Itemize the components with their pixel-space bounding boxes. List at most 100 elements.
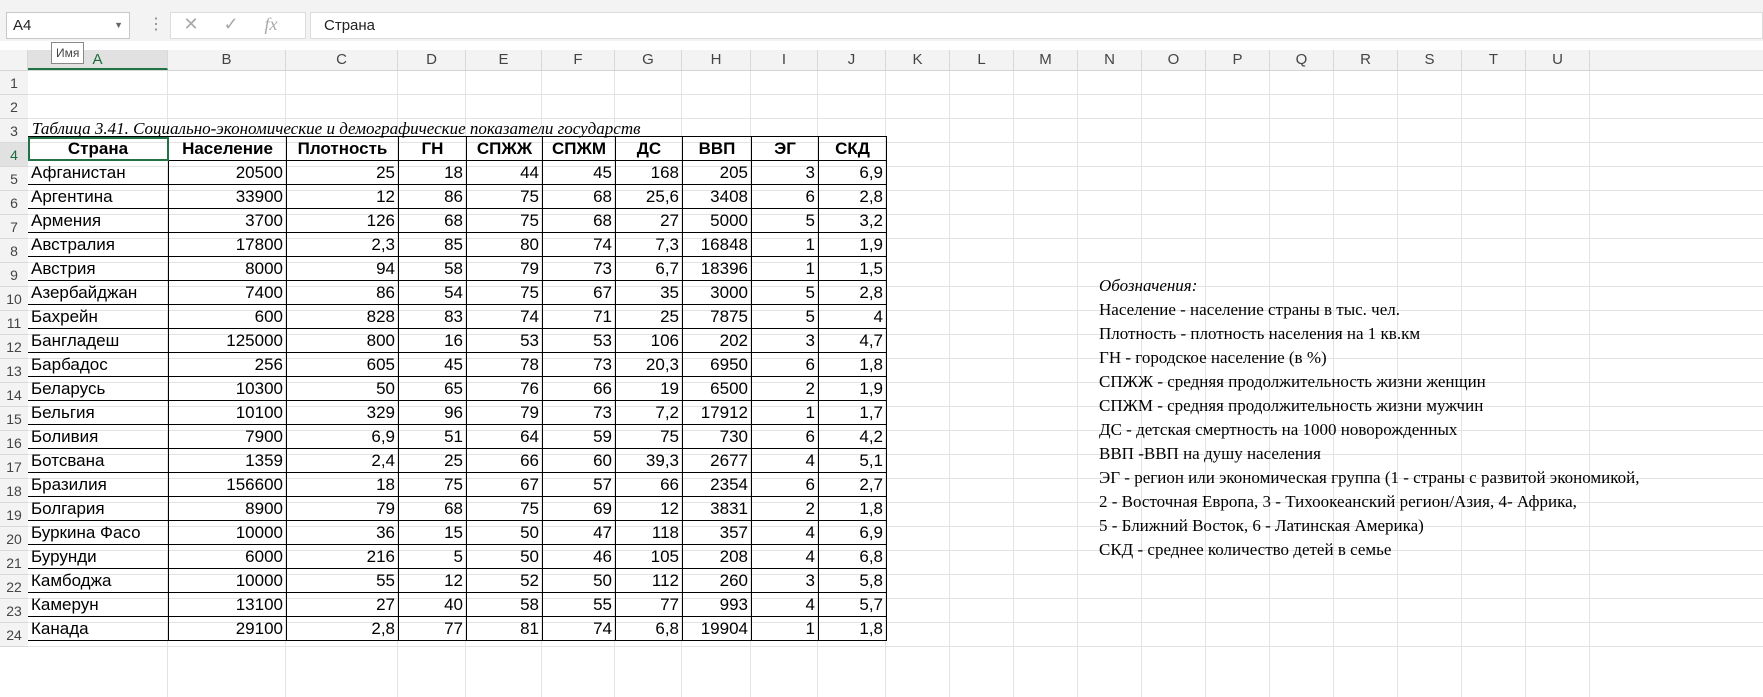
value-cell[interactable]: 3408 xyxy=(682,184,752,209)
row-header-23[interactable]: 23 xyxy=(0,599,28,623)
value-cell[interactable]: 1,7 xyxy=(818,400,887,425)
legend-heading[interactable]: Обозначения: xyxy=(1099,276,1198,295)
value-cell[interactable]: 66 xyxy=(466,448,543,473)
value-cell[interactable]: 19 xyxy=(615,376,683,401)
column-header-e[interactable]: E xyxy=(466,50,542,70)
legend-line[interactable]: ЭГ - регион или экономическая группа (1 … xyxy=(1099,468,1640,487)
country-cell[interactable]: Аргентина xyxy=(28,184,169,209)
value-cell[interactable]: 83 xyxy=(398,304,467,329)
header-cell[interactable]: СПЖЖ xyxy=(466,136,543,161)
column-header-d[interactable]: D xyxy=(398,50,466,70)
value-cell[interactable]: 329 xyxy=(286,400,399,425)
value-cell[interactable]: 50 xyxy=(542,568,616,593)
table-title[interactable]: Таблица 3.41. Социально-экономические и … xyxy=(32,119,641,138)
header-cell[interactable]: СКД xyxy=(818,136,887,161)
value-cell[interactable]: 25 xyxy=(615,304,683,329)
value-cell[interactable]: 12 xyxy=(286,184,399,209)
value-cell[interactable]: 57 xyxy=(542,472,616,497)
legend-line[interactable]: 5 - Ближний Восток, 6 - Латинская Америк… xyxy=(1099,516,1424,535)
value-cell[interactable]: 79 xyxy=(286,496,399,521)
value-cell[interactable]: 50 xyxy=(466,520,543,545)
value-cell[interactable]: 2354 xyxy=(682,472,752,497)
value-cell[interactable]: 74 xyxy=(542,616,616,641)
value-cell[interactable]: 3 xyxy=(751,568,819,593)
value-cell[interactable]: 53 xyxy=(466,328,543,353)
value-cell[interactable]: 605 xyxy=(286,352,399,377)
value-cell[interactable]: 27 xyxy=(286,592,399,617)
value-cell[interactable]: 260 xyxy=(682,568,752,593)
row-header-13[interactable]: 13 xyxy=(0,359,28,383)
value-cell[interactable]: 73 xyxy=(542,352,616,377)
row-header-15[interactable]: 15 xyxy=(0,407,28,431)
value-cell[interactable]: 828 xyxy=(286,304,399,329)
value-cell[interactable]: 1 xyxy=(751,400,819,425)
value-cell[interactable]: 76 xyxy=(466,376,543,401)
value-cell[interactable]: 75 xyxy=(466,496,543,521)
country-cell[interactable]: Болгария xyxy=(28,496,169,521)
value-cell[interactable]: 64 xyxy=(466,424,543,449)
value-cell[interactable]: 5,1 xyxy=(818,448,887,473)
value-cell[interactable]: 12 xyxy=(615,496,683,521)
value-cell[interactable]: 75 xyxy=(466,280,543,305)
legend-line[interactable]: СКД - среднее количество детей в семье xyxy=(1099,540,1392,559)
value-cell[interactable]: 6,8 xyxy=(615,616,683,641)
country-cell[interactable]: Камбоджа xyxy=(28,568,169,593)
value-cell[interactable]: 125000 xyxy=(168,328,287,353)
column-header-n[interactable]: N xyxy=(1078,50,1142,70)
country-cell[interactable]: Барбадос xyxy=(28,352,169,377)
country-cell[interactable]: Бурунди xyxy=(28,544,169,569)
value-cell[interactable]: 5 xyxy=(751,208,819,233)
value-cell[interactable]: 44 xyxy=(466,160,543,185)
value-cell[interactable]: 3700 xyxy=(168,208,287,233)
value-cell[interactable]: 67 xyxy=(466,472,543,497)
value-cell[interactable]: 73 xyxy=(542,256,616,281)
value-cell[interactable]: 6 xyxy=(751,352,819,377)
value-cell[interactable]: 3831 xyxy=(682,496,752,521)
value-cell[interactable]: 1,9 xyxy=(818,232,887,257)
column-header-t[interactable]: T xyxy=(1462,50,1526,70)
row-header-7[interactable]: 7 xyxy=(0,215,28,239)
country-cell[interactable]: Армения xyxy=(28,208,169,233)
legend-line[interactable]: СПЖМ - средняя продолжительность жизни м… xyxy=(1099,396,1484,415)
value-cell[interactable]: 600 xyxy=(168,304,287,329)
value-cell[interactable]: 19904 xyxy=(682,616,752,641)
value-cell[interactable]: 216 xyxy=(286,544,399,569)
value-cell[interactable]: 5 xyxy=(398,544,467,569)
value-cell[interactable]: 25 xyxy=(286,160,399,185)
chevron-down-icon[interactable]: ▼ xyxy=(114,20,123,30)
country-cell[interactable]: Бангладеш xyxy=(28,328,169,353)
value-cell[interactable]: 40 xyxy=(398,592,467,617)
value-cell[interactable]: 47 xyxy=(542,520,616,545)
value-cell[interactable]: 96 xyxy=(398,400,467,425)
header-cell[interactable]: Плотность xyxy=(286,136,399,161)
value-cell[interactable]: 79 xyxy=(466,256,543,281)
country-cell[interactable]: Боливия xyxy=(28,424,169,449)
header-cell[interactable]: Население xyxy=(168,136,287,161)
value-cell[interactable]: 2,8 xyxy=(286,616,399,641)
insert-function-icon[interactable]: fx xyxy=(264,14,278,34)
value-cell[interactable]: 4,7 xyxy=(818,328,887,353)
value-cell[interactable]: 4 xyxy=(751,592,819,617)
column-header-b[interactable]: B xyxy=(168,50,286,70)
legend-line[interactable]: ВВП -ВВП на душу населения xyxy=(1099,444,1321,463)
row-header-24[interactable]: 24 xyxy=(0,623,28,647)
value-cell[interactable]: 800 xyxy=(286,328,399,353)
value-cell[interactable]: 86 xyxy=(286,280,399,305)
row-header-22[interactable]: 22 xyxy=(0,575,28,599)
value-cell[interactable]: 81 xyxy=(466,616,543,641)
value-cell[interactable]: 1 xyxy=(751,232,819,257)
value-cell[interactable]: 71 xyxy=(542,304,616,329)
column-header-o[interactable]: O xyxy=(1142,50,1206,70)
column-header-f[interactable]: F xyxy=(542,50,615,70)
value-cell[interactable]: 80 xyxy=(466,232,543,257)
value-cell[interactable]: 2,4 xyxy=(286,448,399,473)
value-cell[interactable]: 39,3 xyxy=(615,448,683,473)
value-cell[interactable]: 10000 xyxy=(168,568,287,593)
value-cell[interactable]: 2,8 xyxy=(818,184,887,209)
value-cell[interactable]: 2,3 xyxy=(286,232,399,257)
value-cell[interactable]: 65 xyxy=(398,376,467,401)
value-cell[interactable]: 208 xyxy=(682,544,752,569)
value-cell[interactable]: 112 xyxy=(615,568,683,593)
value-cell[interactable]: 58 xyxy=(398,256,467,281)
value-cell[interactable]: 50 xyxy=(466,544,543,569)
